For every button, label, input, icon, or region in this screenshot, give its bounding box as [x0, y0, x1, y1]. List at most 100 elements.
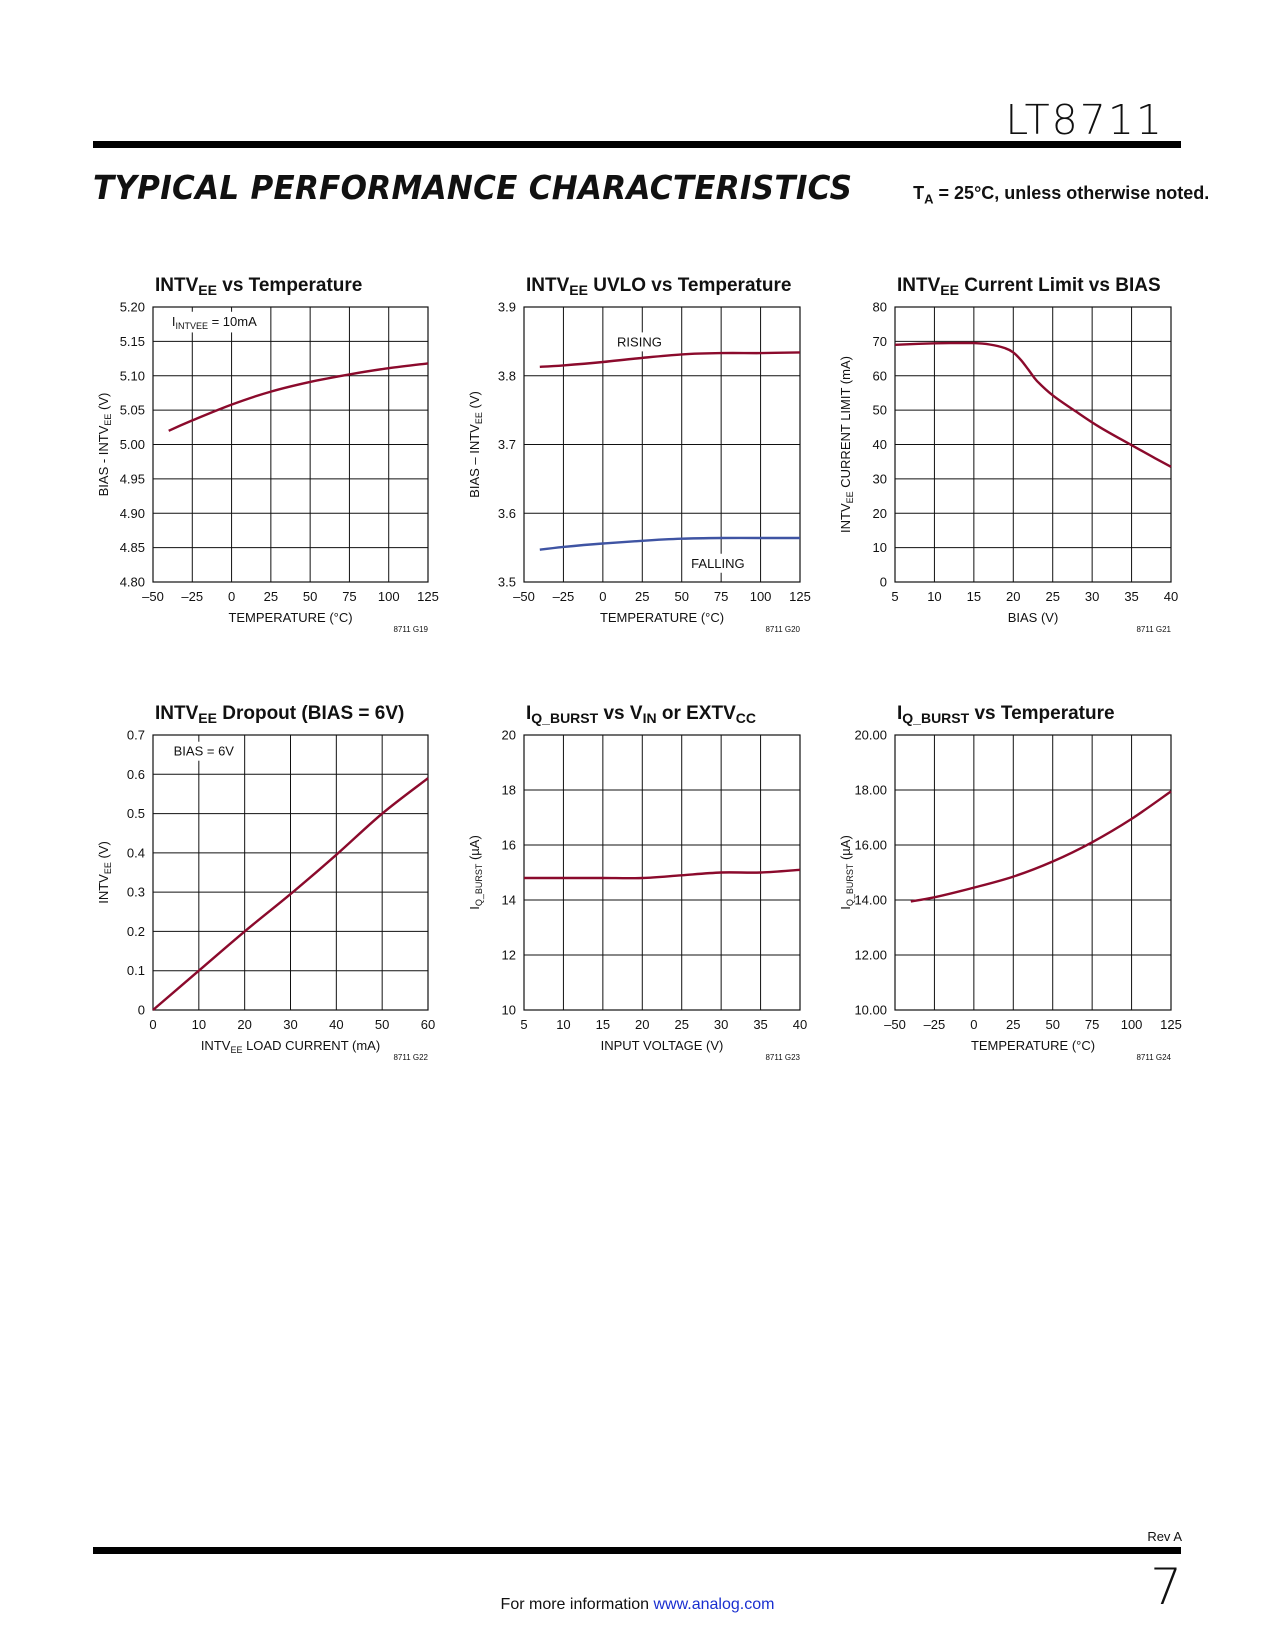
figure-code: 8711 G21 [1136, 625, 1171, 634]
annotation-bg [688, 553, 748, 573]
annotation-label: IINTVEE = 10mA [172, 314, 257, 331]
y-tick-label: 5.05 [120, 403, 145, 418]
y-tick-label: 4.85 [120, 540, 145, 555]
series-line-1 [524, 868, 801, 880]
x-tick-label: 10 [927, 589, 941, 604]
y-tick-label: 20.00 [854, 728, 887, 743]
x-axis-label: TEMPERATURE (°C) [971, 1038, 1095, 1053]
x-tick-label: 25 [264, 589, 278, 604]
chart-title: INTVEE Current Limit vs BIAS [897, 275, 1161, 298]
x-tick-label: 15 [596, 1017, 610, 1032]
y-axis-label: BIAS – INTVEE (V) [467, 391, 484, 498]
x-tick-label: 125 [1160, 1017, 1182, 1032]
y-tick-label: 0.4 [127, 845, 145, 860]
y-tick-label: 30 [873, 471, 887, 486]
y-tick-label: 50 [873, 403, 887, 418]
x-tick-label: 5 [520, 1017, 527, 1032]
x-tick-label: 15 [967, 589, 981, 604]
chart-1: –50 –25 0 25 50 75 100 125 4.80 4.85 4.90 4.95 5.00 5… [96, 275, 439, 634]
x-tick-label: 20 [237, 1017, 251, 1032]
plot-frame [894, 734, 1172, 1011]
annotation-bg [614, 332, 665, 352]
x-tick-label: –50 [513, 589, 535, 604]
x-tick-label: 100 [1121, 1017, 1143, 1032]
annotation-label: BIAS = 6V [174, 744, 235, 759]
website-link[interactable]: www.analog.com [653, 1596, 775, 1613]
x-tick-label: 35 [1124, 589, 1138, 604]
x-tick-label: 30 [1085, 589, 1099, 604]
chart-title: INTVEE vs Temperature [155, 275, 362, 298]
series-line-1 [910, 790, 1172, 903]
x-tick-label: 75 [1085, 1017, 1099, 1032]
x-tick-label: –25 [924, 1017, 946, 1032]
x-tick-label: 10 [192, 1017, 206, 1032]
y-tick-label: 80 [873, 300, 887, 315]
x-tick-label: 50 [303, 589, 317, 604]
y-tick-label: 40 [873, 437, 887, 452]
x-tick-label: 60 [421, 1017, 435, 1032]
y-tick-label: 3.6 [498, 506, 516, 521]
plot-frame [152, 306, 429, 583]
y-tick-label: 12 [502, 948, 516, 963]
y-tick-label: 0.3 [127, 885, 145, 900]
y-tick-label: 10.00 [854, 1003, 887, 1018]
x-axis-label: TEMPERATURE (°C) [600, 610, 724, 625]
y-tick-label: 3.5 [498, 575, 516, 590]
series-line-2 [539, 536, 800, 551]
x-tick-label: 75 [714, 589, 728, 604]
plot-frame [894, 306, 1172, 583]
figure-code: 8711 G24 [1136, 1053, 1171, 1062]
y-tick-label: 10 [873, 540, 887, 555]
x-tick-label: –25 [181, 589, 203, 604]
figure-code: 8711 G23 [765, 1053, 800, 1062]
y-tick-label: 3.9 [498, 300, 516, 315]
x-tick-label: 30 [283, 1017, 297, 1032]
x-tick-label: 5 [891, 589, 898, 604]
chart-6: –50 –25 0 25 50 75 100 125 10.00 12.00 14.00 16.00 1… [838, 703, 1182, 1062]
x-tick-label: 40 [793, 1017, 807, 1032]
y-tick-label: 3.7 [498, 437, 516, 452]
annotation-bg [170, 741, 238, 761]
x-tick-label: 0 [149, 1017, 156, 1032]
y-tick-label: 5.00 [120, 437, 145, 452]
x-tick-label: 20 [635, 1017, 649, 1032]
y-tick-label: 5.20 [120, 300, 145, 315]
y-axis-label: IQ_BURST (µA) [467, 835, 484, 910]
y-axis-label: INTVEE (V) [96, 841, 113, 904]
x-tick-label: 50 [375, 1017, 389, 1032]
x-tick-label: 100 [378, 589, 400, 604]
y-axis-label: BIAS - INTVEE (V) [96, 393, 113, 497]
x-tick-label: 25 [674, 1017, 688, 1032]
chart-3: 5 10 15 20 25 30 35 40 0 10 20 30 40 50 60 70 80 INTVEE C… [838, 275, 1178, 634]
figure-code: 8711 G19 [393, 625, 428, 634]
chart-5: 5 10 15 20 25 30 35 40 10 12 14 16 18 20 IQ_BURST vs V… [467, 703, 807, 1062]
x-tick-label: 25 [635, 589, 649, 604]
y-tick-label: 14.00 [854, 893, 887, 908]
chart-title: INTVEE Dropout (BIAS = 6V) [155, 703, 404, 726]
x-tick-label: 50 [674, 589, 688, 604]
y-tick-label: 16.00 [854, 838, 887, 853]
x-tick-label: 75 [342, 589, 356, 604]
y-tick-label: 0 [138, 1003, 145, 1018]
x-tick-label: –50 [142, 589, 164, 604]
annotation-bg [168, 311, 261, 333]
y-tick-label: 5.10 [120, 368, 145, 383]
plot-frame [523, 306, 801, 583]
chart-2: –50 –25 0 25 50 75 100 125 3.5 3.6 3.7 3.8 3.9 RISING… [467, 275, 811, 634]
section-note: TA = 25°C, unless otherwise noted. [913, 183, 1210, 207]
chart-title: INTVEE UVLO vs Temperature [526, 275, 791, 298]
section-title: TYPICAL PERFORMANCE CHARACTERISTICS [93, 168, 853, 207]
plot-frame [152, 734, 429, 1011]
x-tick-label: 125 [417, 589, 439, 604]
chart-title: IQ_BURST vs VIN or EXTVCC [526, 703, 756, 726]
y-tick-label: 12.00 [854, 948, 887, 963]
y-axis-label: INTVEE CURRENT LIMIT (mA) [838, 356, 855, 533]
y-tick-label: 14 [502, 893, 516, 908]
y-tick-label: 0.1 [127, 963, 145, 978]
series-line-1 [539, 351, 801, 368]
y-tick-label: 5.15 [120, 334, 145, 349]
figure-code: 8711 G22 [393, 1053, 428, 1062]
x-tick-label: 0 [599, 589, 606, 604]
y-tick-label: 20 [502, 728, 516, 743]
